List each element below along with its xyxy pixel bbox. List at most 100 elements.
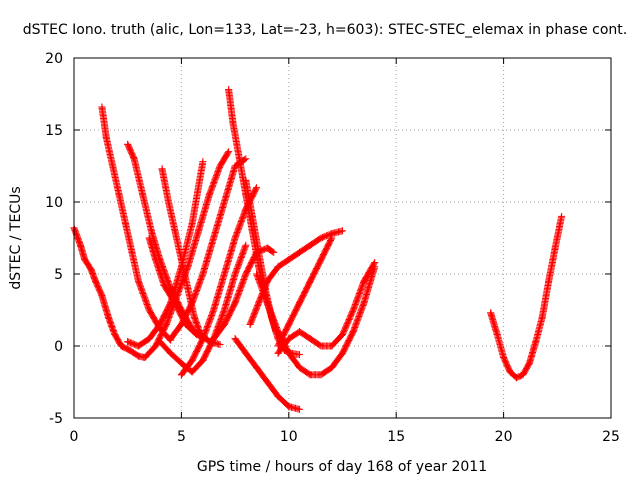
data-point — [104, 313, 112, 321]
data-point — [248, 212, 256, 220]
data-point — [285, 335, 293, 343]
data-series — [158, 165, 224, 349]
data-point — [220, 320, 228, 328]
data-point — [184, 284, 192, 292]
data-point — [339, 330, 346, 338]
data-point — [122, 220, 130, 228]
data-point — [274, 349, 282, 357]
data-point — [255, 299, 263, 307]
data-series — [177, 184, 261, 379]
data-point — [134, 352, 142, 360]
data-point — [147, 227, 155, 235]
data-points — [70, 86, 566, 413]
data-point — [145, 335, 153, 343]
data-point — [220, 306, 228, 314]
x-tick-label: 25 — [602, 429, 620, 445]
data-point — [274, 263, 282, 271]
data-point — [253, 364, 261, 372]
data-point — [263, 277, 271, 285]
data-point — [190, 313, 198, 321]
data-point — [242, 176, 250, 184]
data-point — [98, 292, 106, 300]
data-point — [296, 364, 304, 372]
data-point — [171, 227, 179, 235]
data-point — [274, 328, 282, 336]
data-point — [231, 270, 239, 278]
data-point — [109, 162, 117, 170]
x-tick-label: 10 — [280, 429, 298, 445]
data-point — [246, 320, 254, 328]
data-point — [162, 320, 170, 328]
data-point — [225, 86, 233, 94]
data-point — [220, 198, 228, 206]
data-point — [145, 306, 153, 314]
data-series — [167, 155, 250, 343]
data-point — [199, 158, 207, 166]
data-point — [195, 227, 203, 235]
data-point — [242, 241, 250, 249]
data-point — [263, 299, 271, 307]
data-point — [317, 342, 325, 350]
data-point — [519, 371, 527, 379]
data-point — [156, 320, 164, 328]
data-point — [328, 364, 336, 372]
data-point — [558, 212, 566, 220]
data-point — [177, 263, 185, 271]
data-point — [360, 277, 368, 285]
data-point — [152, 256, 160, 264]
data-point — [231, 299, 239, 307]
data-point — [296, 328, 304, 336]
data-point — [371, 258, 379, 266]
data-point — [525, 359, 533, 367]
data-series — [274, 258, 379, 357]
data-series — [156, 241, 250, 376]
data-point — [545, 277, 553, 285]
data-series — [210, 244, 278, 343]
data-point — [231, 335, 239, 343]
data-point — [91, 277, 99, 285]
data-point — [124, 338, 132, 346]
data-point — [156, 338, 164, 346]
x-tick-label: 0 — [70, 429, 79, 445]
data-point — [285, 256, 293, 264]
data-point — [306, 335, 314, 343]
data-point — [512, 374, 520, 382]
data-point — [188, 368, 196, 376]
data-point — [487, 309, 495, 317]
data-point — [500, 354, 508, 362]
data-point — [152, 342, 160, 350]
series-marks — [231, 335, 302, 413]
data-point — [328, 234, 336, 242]
axis-ticks: 0 5 10 15 20 25 -5 0 5 10 15 20 — [45, 51, 620, 445]
x-tick-label: 20 — [495, 429, 513, 445]
data-point — [253, 184, 261, 192]
data-series — [231, 335, 304, 413]
data-point — [551, 244, 559, 252]
data-point — [274, 342, 282, 350]
data-series — [274, 234, 336, 350]
plot-frame — [73, 57, 612, 419]
data-point — [274, 392, 282, 400]
data-point — [317, 256, 325, 264]
data-point — [126, 346, 134, 354]
data-point — [160, 282, 168, 290]
data-point — [317, 234, 325, 242]
data-point — [306, 241, 314, 249]
data-point — [360, 299, 368, 307]
data-point — [306, 277, 314, 285]
data-point — [263, 378, 271, 386]
data-point — [216, 341, 224, 349]
data-point — [253, 270, 261, 278]
data-point — [210, 234, 218, 242]
x-tick-label: 15 — [387, 429, 405, 445]
data-point — [339, 227, 346, 235]
data-point — [285, 349, 293, 357]
data-point — [115, 191, 123, 199]
y-axis-label: dSTEC / TECUs — [8, 186, 24, 289]
data-point — [506, 368, 514, 376]
data-point — [339, 349, 346, 357]
y-tick-label: 0 — [54, 339, 63, 355]
chart-title: dSTEC Iono. truth (alic, Lon=133, Lat=-2… — [23, 22, 627, 38]
y-tick-label: 5 — [54, 267, 63, 283]
data-point — [199, 270, 207, 278]
